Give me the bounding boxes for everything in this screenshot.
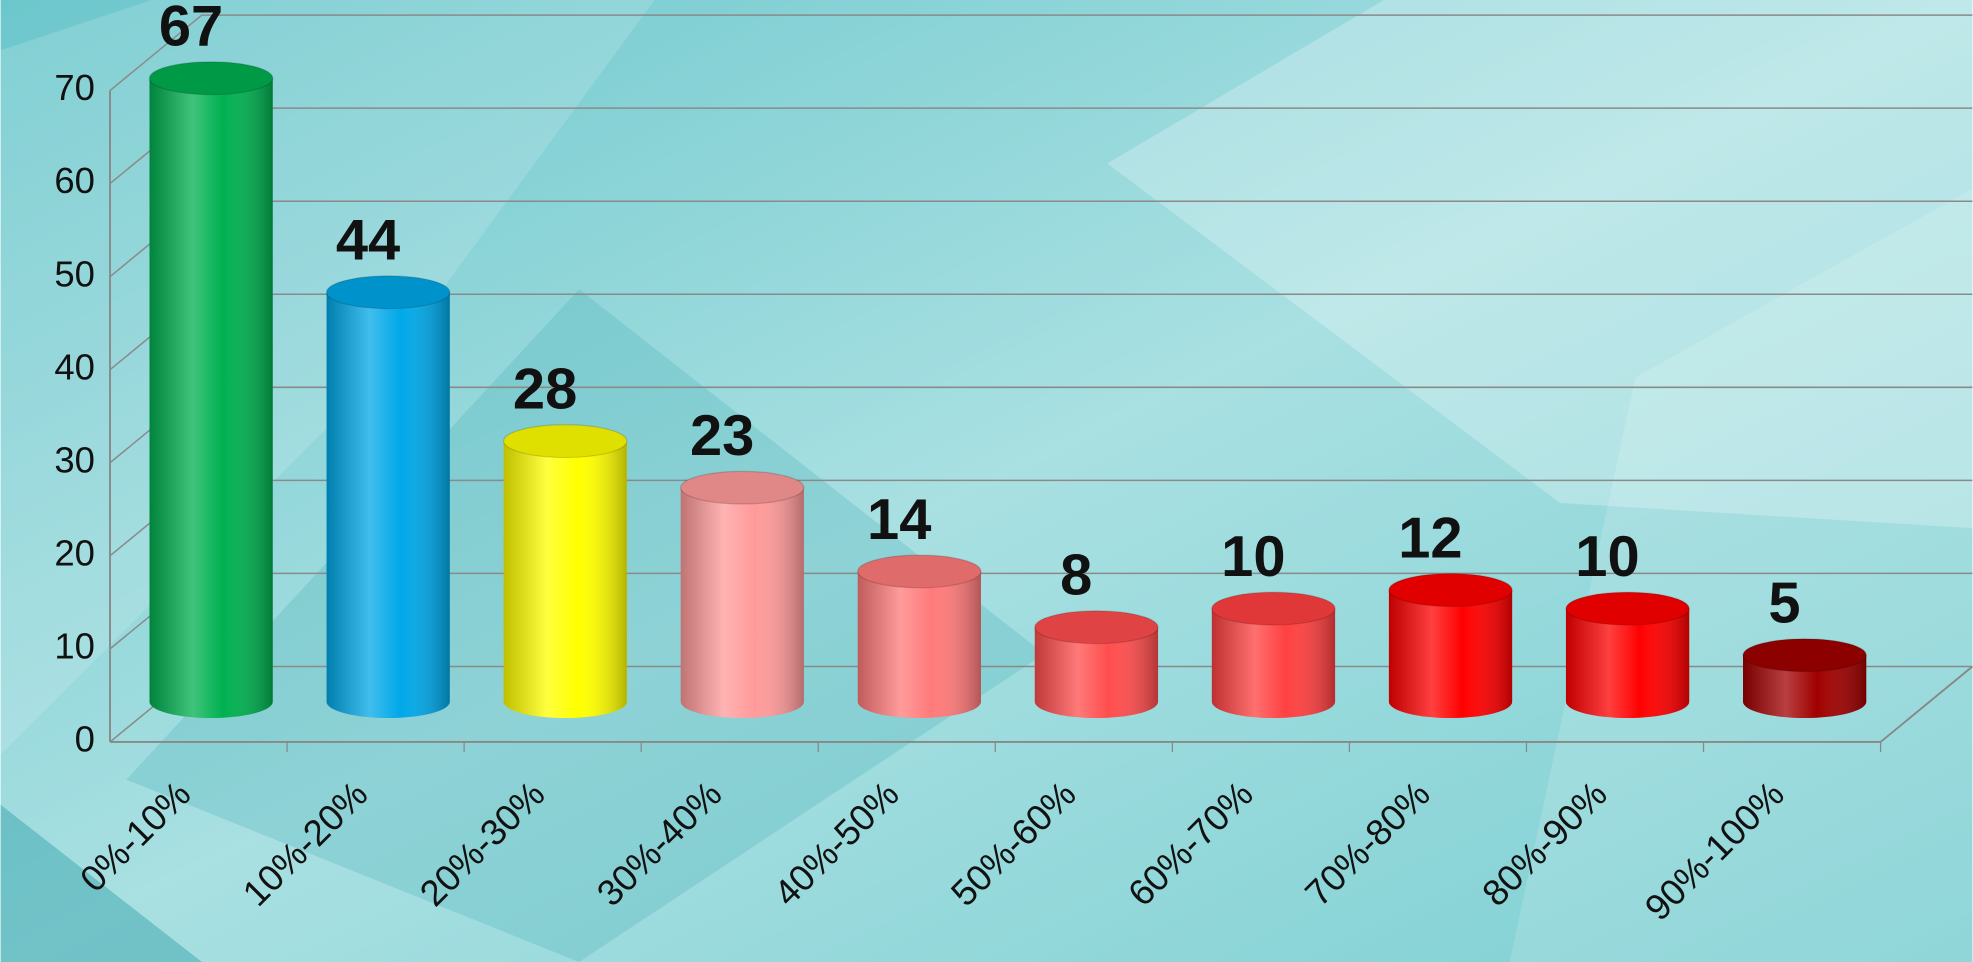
bar-top — [502, 424, 628, 459]
bar-shading — [1388, 590, 1513, 719]
value-label: 12 — [1398, 507, 1462, 571]
value-label: 10 — [1575, 525, 1639, 589]
bar-top — [1742, 638, 1867, 673]
bar-shading — [1743, 655, 1867, 719]
bar-top-shade — [680, 471, 804, 505]
bar-top-shade — [149, 61, 273, 95]
value-label: 5 — [1768, 572, 1800, 636]
y-tick-label: 70 — [54, 67, 95, 108]
bar-top — [325, 275, 451, 310]
bar-shading — [1565, 608, 1690, 719]
bar-shading — [1034, 627, 1159, 719]
value-label: 44 — [336, 209, 400, 273]
bar-shading — [149, 78, 273, 719]
y-tick-label: 60 — [54, 160, 95, 201]
bar-top-shade — [1211, 592, 1336, 625]
bar-top — [680, 470, 805, 505]
bar-shading — [1211, 608, 1336, 719]
value-label: 28 — [513, 358, 577, 422]
bar-top — [1034, 610, 1159, 645]
value-label: 14 — [867, 488, 931, 552]
value-label: 10 — [1221, 525, 1285, 589]
bar-shading — [326, 292, 450, 719]
grid-line — [109, 14, 1973, 92]
bar-top — [148, 61, 274, 96]
bar-top — [1388, 573, 1513, 608]
value-label: 23 — [690, 404, 754, 468]
bar-shading — [680, 487, 804, 719]
bar-top — [1211, 591, 1336, 626]
value-label: 67 — [159, 0, 223, 59]
bar-top-shade — [857, 555, 981, 588]
bar-top — [1565, 591, 1690, 626]
bar-top-shade — [1743, 638, 1867, 672]
bar-top-shade — [503, 424, 627, 458]
y-tick-label: 30 — [54, 439, 95, 480]
y-tick-label: 20 — [54, 532, 95, 573]
value-label: 8 — [1060, 544, 1092, 608]
y-tick-label: 40 — [54, 346, 95, 387]
bar-top-shade — [326, 275, 450, 309]
y-tick-label: 50 — [54, 253, 95, 294]
bar-top-shade — [1034, 610, 1159, 644]
bar-top-shade — [1388, 573, 1513, 607]
bar-top-shade — [1565, 592, 1690, 625]
bar-top — [857, 554, 982, 589]
bar-shading — [503, 441, 627, 719]
axis-line — [1879, 665, 1973, 743]
y-tick-label: 10 — [54, 626, 95, 667]
bar-shading — [857, 571, 981, 719]
y-tick-label: 0 — [75, 719, 95, 760]
